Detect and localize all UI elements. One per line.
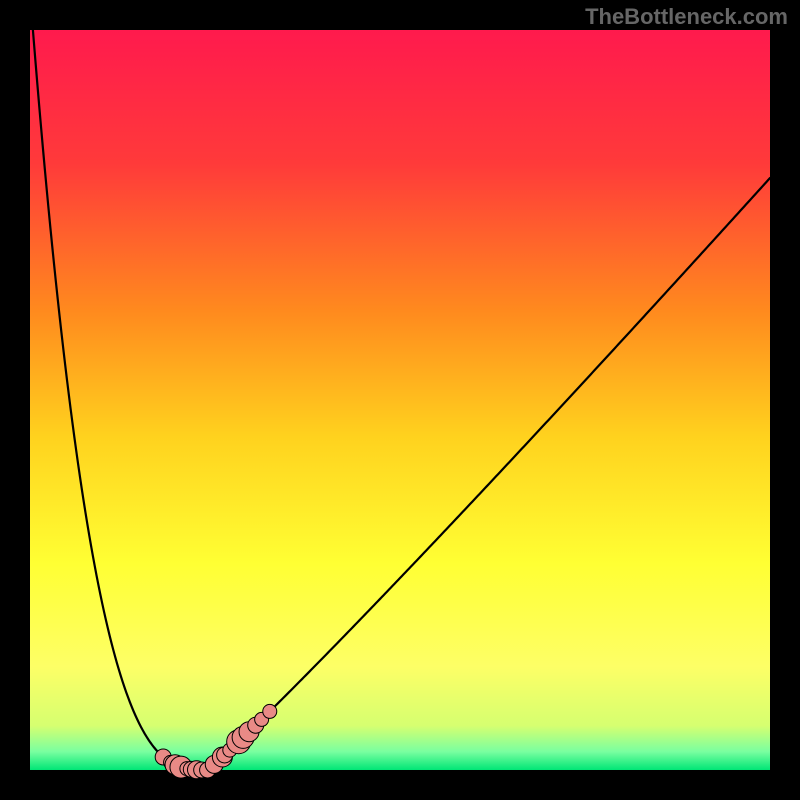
chart-svg [0,0,800,800]
gradient-heatmap-background [30,30,770,770]
chart-container: TheBottleneck.com [0,0,800,800]
curve-marker [263,704,277,718]
watermark-text: TheBottleneck.com [585,4,788,30]
